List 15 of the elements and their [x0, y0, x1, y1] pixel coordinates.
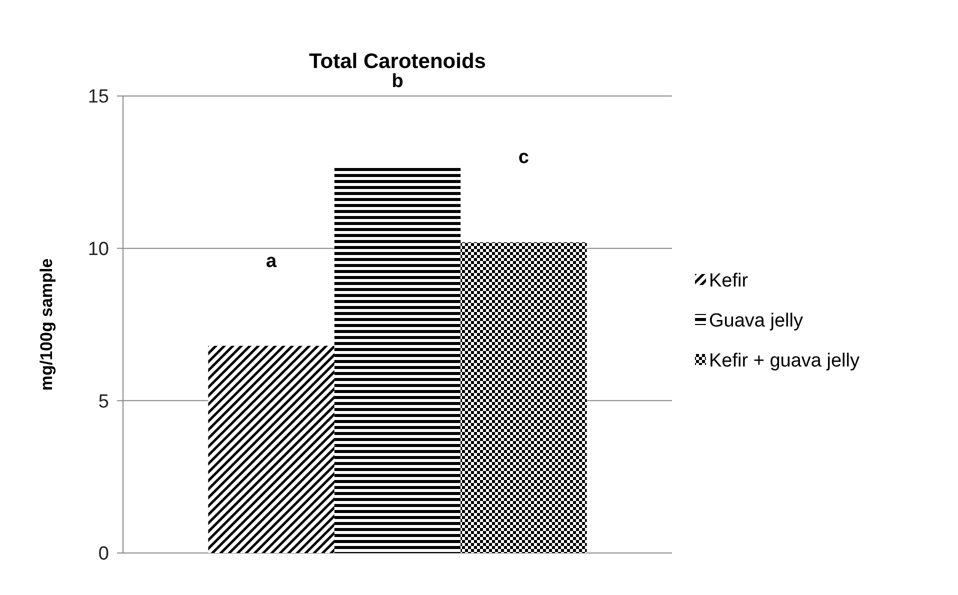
legend-label: Kefir + guava jelly: [709, 350, 860, 372]
y-tick-label: 5: [98, 391, 109, 412]
bar: [208, 346, 334, 553]
chart-title: Total Carotenoids: [309, 50, 486, 73]
legend-label: Guava jelly: [709, 310, 804, 332]
y-tick-label: 0: [98, 544, 109, 565]
bar: [334, 166, 461, 553]
annotation: c: [518, 147, 530, 168]
y-tick-label: 10: [88, 238, 109, 260]
y-axis-title: mg/100g sample: [37, 258, 56, 391]
legend-label: Kefir: [709, 270, 749, 292]
bar: [460, 242, 587, 553]
text: b: [392, 71, 404, 92]
y-tick-label: 15: [88, 86, 109, 108]
annotation: a: [266, 250, 278, 272]
